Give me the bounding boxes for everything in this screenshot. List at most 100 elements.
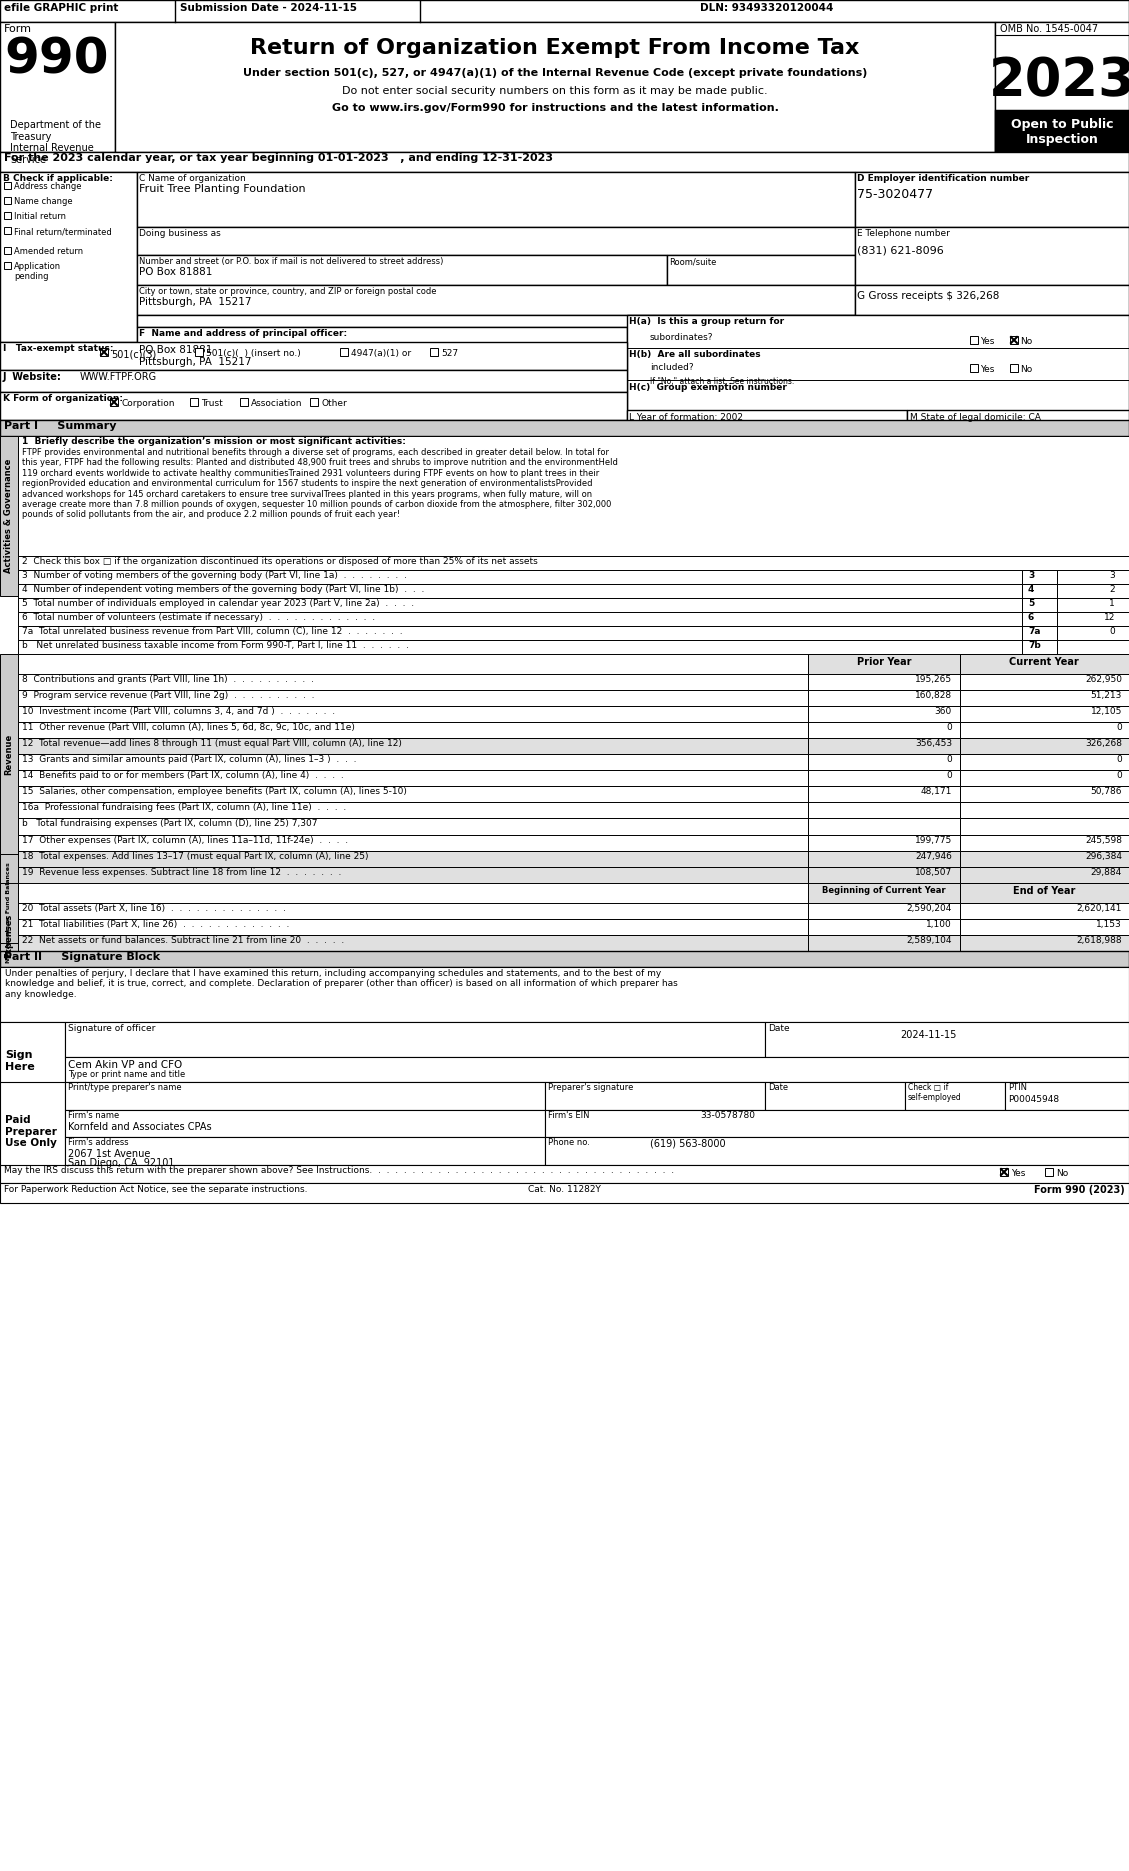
Text: 14  Benefits paid to or for members (Part IX, column (A), line 4)  .  .  .  .: 14 Benefits paid to or for members (Part… bbox=[21, 771, 343, 780]
Text: (619) 563-8000: (619) 563-8000 bbox=[650, 1138, 726, 1149]
Bar bbox=[627, 314, 1129, 430]
Text: 195,265: 195,265 bbox=[914, 675, 952, 685]
Text: Under penalties of perjury, I declare that I have examined this return, includin: Under penalties of perjury, I declare th… bbox=[5, 969, 677, 999]
Text: Sign
Here: Sign Here bbox=[5, 1050, 35, 1072]
Text: subordinates?: subordinates? bbox=[650, 333, 714, 342]
Text: 1,100: 1,100 bbox=[926, 921, 952, 930]
Text: H(a)  Is this a group return for: H(a) Is this a group return for bbox=[629, 316, 785, 326]
Bar bbox=[0, 1182, 1129, 1203]
Bar bbox=[808, 919, 960, 936]
Bar bbox=[960, 803, 1129, 818]
Bar bbox=[0, 419, 1129, 436]
Text: 12: 12 bbox=[1104, 614, 1115, 621]
Text: Form 990 (2023): Form 990 (2023) bbox=[1034, 1184, 1124, 1196]
Text: 1  Briefly describe the organization’s mission or most significant activities:: 1 Briefly describe the organization’s mi… bbox=[21, 438, 405, 445]
Bar bbox=[627, 410, 907, 430]
Bar bbox=[667, 254, 855, 284]
Text: 51,213: 51,213 bbox=[1091, 690, 1122, 700]
Text: Type or print name and title: Type or print name and title bbox=[68, 1070, 185, 1080]
Bar bbox=[18, 786, 808, 803]
Text: Department of the
Treasury
Internal Revenue
Service: Department of the Treasury Internal Reve… bbox=[10, 120, 100, 165]
Text: 0: 0 bbox=[946, 722, 952, 732]
Bar bbox=[1022, 584, 1057, 599]
Bar bbox=[18, 866, 808, 883]
Bar bbox=[100, 348, 108, 355]
Text: San Diego, CA  92101: San Diego, CA 92101 bbox=[68, 1158, 175, 1168]
Text: F  Name and address of principal officer:: F Name and address of principal officer: bbox=[139, 329, 347, 339]
Bar bbox=[808, 674, 960, 690]
Bar bbox=[545, 1081, 765, 1110]
Bar bbox=[765, 1081, 905, 1110]
Text: 990: 990 bbox=[5, 36, 108, 82]
Bar bbox=[5, 247, 11, 253]
Bar bbox=[18, 818, 808, 834]
Text: 2  Check this box □ if the organization discontinued its operations or disposed : 2 Check this box □ if the organization d… bbox=[21, 558, 537, 567]
Bar bbox=[960, 818, 1129, 834]
Text: Firm's address: Firm's address bbox=[68, 1138, 129, 1147]
Text: 12,105: 12,105 bbox=[1091, 707, 1122, 717]
Text: E Telephone number: E Telephone number bbox=[857, 228, 949, 238]
Bar bbox=[960, 919, 1129, 936]
Bar bbox=[110, 399, 119, 406]
Bar bbox=[960, 834, 1129, 851]
Bar bbox=[995, 110, 1129, 152]
Bar bbox=[808, 655, 960, 674]
Text: 20  Total assets (Part X, line 16)  .  .  .  .  .  .  .  .  .  .  .  .  .  .: 20 Total assets (Part X, line 16) . . . … bbox=[21, 904, 286, 913]
Text: 2024-11-15: 2024-11-15 bbox=[900, 1031, 956, 1040]
Text: Phone no.: Phone no. bbox=[548, 1138, 589, 1147]
Text: C Name of organization: C Name of organization bbox=[139, 174, 246, 183]
Bar bbox=[0, 370, 627, 393]
Text: 22  Net assets or fund balances. Subtract line 21 from line 20  .  .  .  .  .: 22 Net assets or fund balances. Subtract… bbox=[21, 936, 344, 945]
Bar bbox=[0, 22, 115, 152]
Text: For the 2023 calendar year, or tax year beginning 01-01-2023   , and ending 12-3: For the 2023 calendar year, or tax year … bbox=[5, 153, 553, 163]
Text: Beginning of Current Year: Beginning of Current Year bbox=[822, 887, 946, 894]
Bar bbox=[137, 327, 627, 382]
Text: Signature of officer: Signature of officer bbox=[68, 1023, 156, 1033]
Bar bbox=[18, 936, 808, 950]
Bar bbox=[960, 655, 1129, 674]
Bar bbox=[18, 556, 1129, 571]
Bar bbox=[808, 705, 960, 722]
Text: Under section 501(c), 527, or 4947(a)(1) of the Internal Revenue Code (except pr: Under section 501(c), 527, or 4947(a)(1)… bbox=[243, 67, 867, 79]
Bar bbox=[1057, 599, 1129, 612]
Text: 3: 3 bbox=[1029, 571, 1034, 580]
Text: included?: included? bbox=[650, 363, 693, 372]
Text: Number and street (or P.O. box if mail is not delivered to street address): Number and street (or P.O. box if mail i… bbox=[139, 256, 444, 266]
Text: 21  Total liabilities (Part X, line 26)  .  .  .  .  .  .  .  .  .  .  .  .  .: 21 Total liabilities (Part X, line 26) .… bbox=[21, 921, 289, 930]
Bar bbox=[340, 348, 348, 355]
Text: 2,589,104: 2,589,104 bbox=[907, 936, 952, 945]
Text: For Paperwork Reduction Act Notice, see the separate instructions.: For Paperwork Reduction Act Notice, see … bbox=[5, 1184, 307, 1194]
Text: Go to www.irs.gov/Form990 for instructions and the latest information.: Go to www.irs.gov/Form990 for instructio… bbox=[332, 103, 778, 112]
Text: H(c)  Group exemption number: H(c) Group exemption number bbox=[629, 384, 787, 393]
Text: 6  Total number of volunteers (estimate if necessary)  .  .  .  .  .  .  .  .  .: 6 Total number of volunteers (estimate i… bbox=[21, 614, 375, 621]
Bar bbox=[970, 337, 978, 344]
Bar bbox=[65, 1110, 545, 1138]
Text: 8  Contributions and grants (Part VIII, line 1h)  .  .  .  .  .  .  .  .  .  .: 8 Contributions and grants (Part VIII, l… bbox=[21, 675, 314, 685]
Text: Association: Association bbox=[251, 399, 303, 408]
Text: 501(c)(  ) (insert no.): 501(c)( ) (insert no.) bbox=[205, 350, 300, 357]
Text: Net Assets or Fund Balances: Net Assets or Fund Balances bbox=[7, 863, 11, 964]
Bar bbox=[0, 436, 18, 597]
Text: 29,884: 29,884 bbox=[1091, 868, 1122, 877]
Bar bbox=[18, 705, 808, 722]
Bar bbox=[855, 172, 1129, 226]
Text: 2067 1st Avenue: 2067 1st Avenue bbox=[68, 1149, 150, 1158]
Bar bbox=[18, 853, 1129, 870]
Text: 108,507: 108,507 bbox=[914, 868, 952, 877]
Bar bbox=[18, 834, 808, 851]
Bar bbox=[18, 851, 808, 866]
Text: Corporation: Corporation bbox=[121, 399, 175, 408]
Text: Print/type preparer's name: Print/type preparer's name bbox=[68, 1083, 182, 1093]
Text: Pittsburgh, PA  15217: Pittsburgh, PA 15217 bbox=[139, 357, 252, 367]
Text: 501(c)(3): 501(c)(3) bbox=[111, 350, 156, 359]
Text: City or town, state or province, country, and ZIP or foreign postal code: City or town, state or province, country… bbox=[139, 286, 437, 296]
Text: 0: 0 bbox=[1117, 771, 1122, 780]
Text: 2023: 2023 bbox=[989, 54, 1129, 107]
Text: L Year of formation: 2002: L Year of formation: 2002 bbox=[629, 413, 743, 423]
Bar bbox=[65, 1022, 765, 1057]
Bar bbox=[18, 612, 1022, 627]
Bar bbox=[0, 172, 137, 342]
Bar bbox=[0, 152, 1129, 172]
Bar bbox=[18, 571, 1022, 584]
Bar bbox=[137, 254, 667, 284]
